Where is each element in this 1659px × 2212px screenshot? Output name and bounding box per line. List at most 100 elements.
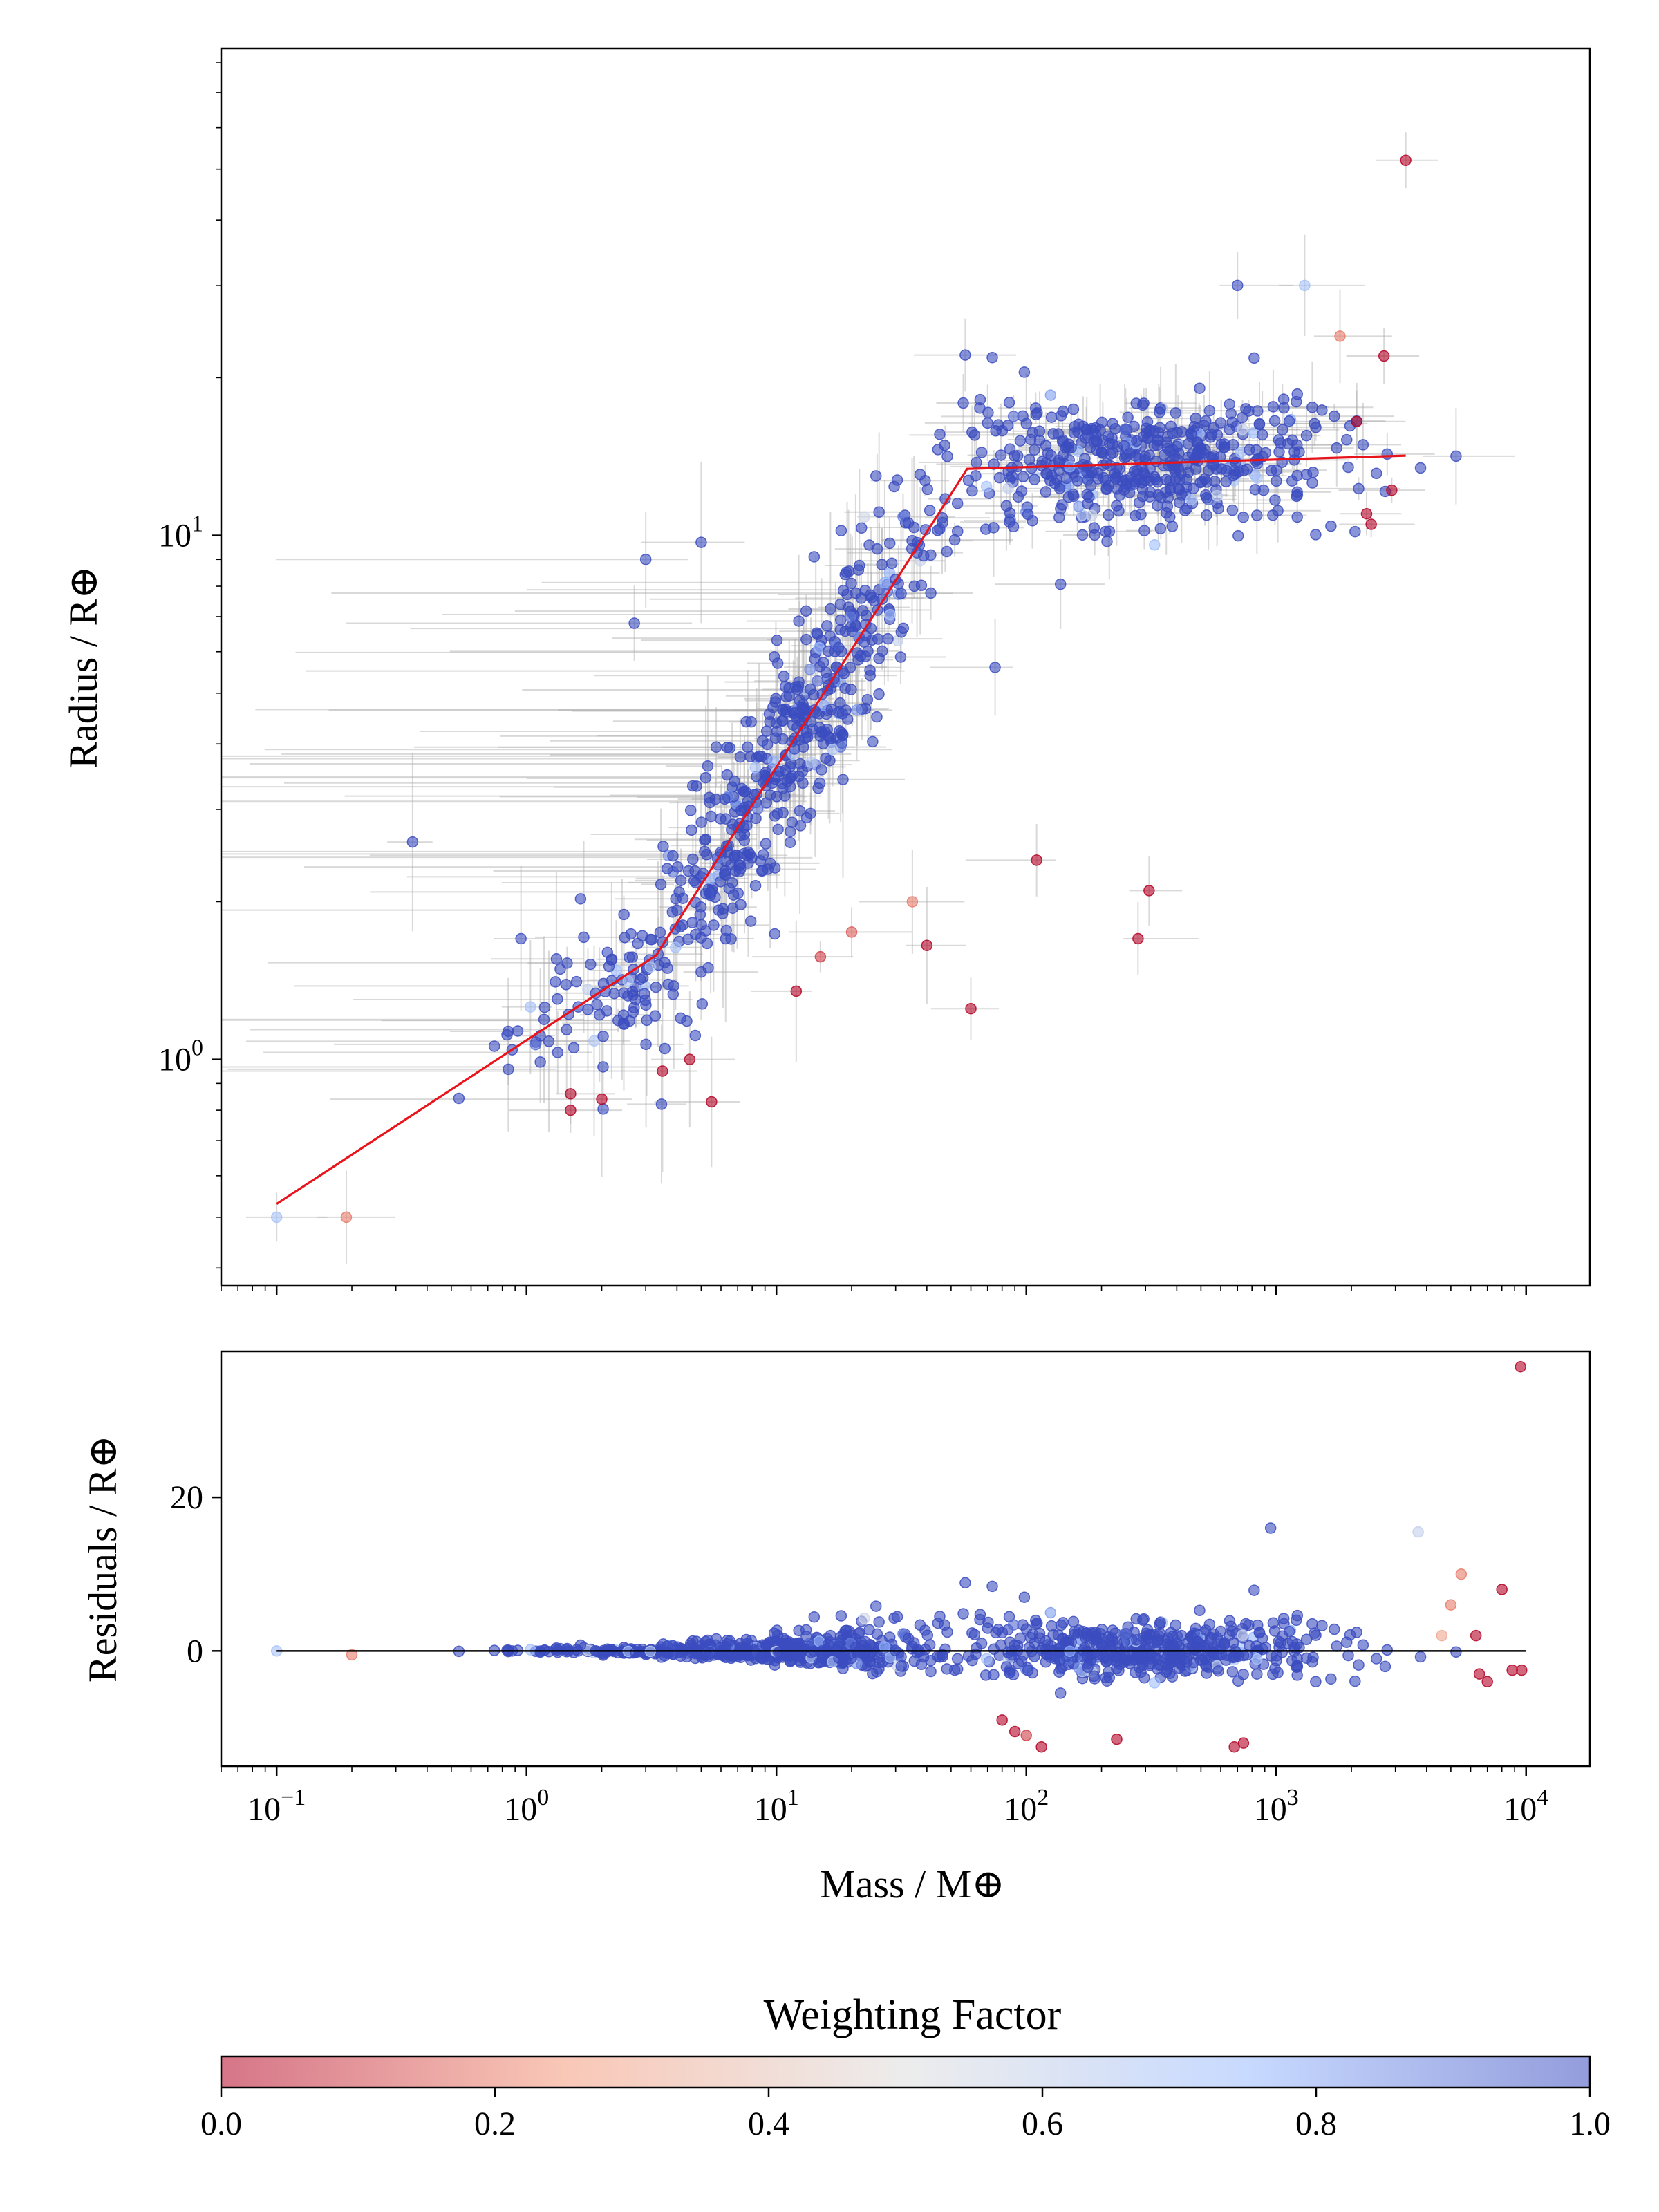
data-point <box>1018 366 1031 378</box>
residual-point <box>1351 1627 1362 1638</box>
data-point <box>821 620 833 632</box>
data-point <box>453 1092 465 1105</box>
data-point <box>793 676 805 688</box>
data-point <box>744 915 757 927</box>
data-point <box>794 805 806 817</box>
data-point <box>584 958 597 971</box>
data-point <box>661 863 673 874</box>
data-point <box>1029 474 1040 485</box>
data-point <box>550 953 563 965</box>
data-point <box>657 841 669 852</box>
residual-point <box>1215 1625 1226 1638</box>
residual-point <box>1481 1676 1493 1688</box>
data-point <box>902 517 915 529</box>
data-point <box>883 537 896 550</box>
colorbar-tick-label: 0.8 <box>1295 2106 1337 2142</box>
data-point <box>995 449 1007 461</box>
residual-point <box>1353 1659 1365 1671</box>
data-point <box>1277 424 1288 435</box>
data-point <box>1047 428 1059 440</box>
data-point <box>988 458 1000 470</box>
data-point <box>594 1009 606 1021</box>
data-point <box>1224 424 1235 435</box>
x-tick-label: 101 <box>754 1785 799 1828</box>
residual-point <box>1100 1671 1112 1684</box>
data-point <box>1044 389 1057 401</box>
data-point <box>1103 509 1114 521</box>
data-point <box>561 957 573 969</box>
residual-point <box>1331 1640 1343 1652</box>
data-point <box>873 688 885 700</box>
data-point <box>966 485 978 497</box>
data-point <box>805 756 817 768</box>
data-point <box>794 695 805 706</box>
data-point <box>659 1042 671 1055</box>
data-point <box>1054 578 1067 590</box>
residual-point <box>1154 1617 1166 1629</box>
data-point <box>767 755 780 767</box>
residuals-panel: 10−1 100 101 102 103 104 0 20 Residuals / R⊕ Ma… <box>80 1350 1591 1906</box>
data-point <box>655 879 667 890</box>
data-point <box>695 536 707 548</box>
data-point <box>1079 453 1091 465</box>
data-point <box>1353 482 1365 495</box>
residual-point <box>1291 1661 1302 1674</box>
data-point <box>924 505 936 516</box>
data-point <box>1191 436 1203 448</box>
residual-point <box>1148 1651 1161 1663</box>
residual-point <box>1237 1737 1250 1749</box>
data-point <box>1113 505 1125 517</box>
data-point <box>488 1040 500 1052</box>
residual-point <box>895 1660 908 1672</box>
residual-point <box>1130 1613 1142 1625</box>
colorbar-gradient <box>221 2056 1590 2088</box>
data-point <box>1329 410 1340 422</box>
data-point <box>1212 503 1224 514</box>
data-point <box>1022 508 1034 521</box>
data-point <box>1224 398 1236 410</box>
data-point <box>932 525 944 536</box>
residual-point <box>986 1580 998 1593</box>
data-point <box>1381 448 1394 460</box>
data-point <box>863 539 875 551</box>
data-point <box>699 845 711 858</box>
data-point <box>854 559 865 572</box>
data-point <box>1040 486 1052 498</box>
data-point <box>1107 438 1118 451</box>
data-point <box>1056 499 1068 511</box>
data-point <box>1029 444 1040 456</box>
x-tick-label: 104 <box>1503 1785 1548 1828</box>
data-point <box>884 608 897 621</box>
data-point <box>777 733 789 745</box>
residual-point <box>1090 1633 1103 1645</box>
residual-point <box>702 1634 714 1647</box>
data-point <box>560 979 572 991</box>
data-point <box>832 641 845 654</box>
x-tick-label: 103 <box>1254 1785 1299 1828</box>
data-point <box>570 975 583 988</box>
data-point <box>1045 411 1058 423</box>
data-point <box>708 919 720 931</box>
data-point <box>970 470 982 482</box>
data-point <box>1120 423 1132 435</box>
colorbar-tick-label: 0.2 <box>474 2106 516 2142</box>
data-point <box>702 760 714 772</box>
data-point <box>790 985 803 997</box>
data-point <box>1194 382 1206 394</box>
data-point <box>989 662 1001 673</box>
residual-point <box>1014 1632 1027 1644</box>
data-point <box>1253 418 1266 431</box>
data-point <box>862 645 874 657</box>
data-point <box>1164 475 1176 487</box>
residual-point <box>655 1641 667 1653</box>
colorbar-label: Weighting Factor <box>764 1991 1062 2038</box>
data-point <box>1076 529 1089 541</box>
data-point <box>1259 447 1272 459</box>
residual-point <box>1412 1526 1424 1538</box>
residual-point <box>534 1646 546 1658</box>
data-point <box>1248 352 1260 364</box>
residual-point <box>1088 1670 1100 1683</box>
residual-point <box>1310 1629 1322 1641</box>
data-point <box>1226 504 1239 516</box>
residual-point <box>1251 1668 1263 1680</box>
